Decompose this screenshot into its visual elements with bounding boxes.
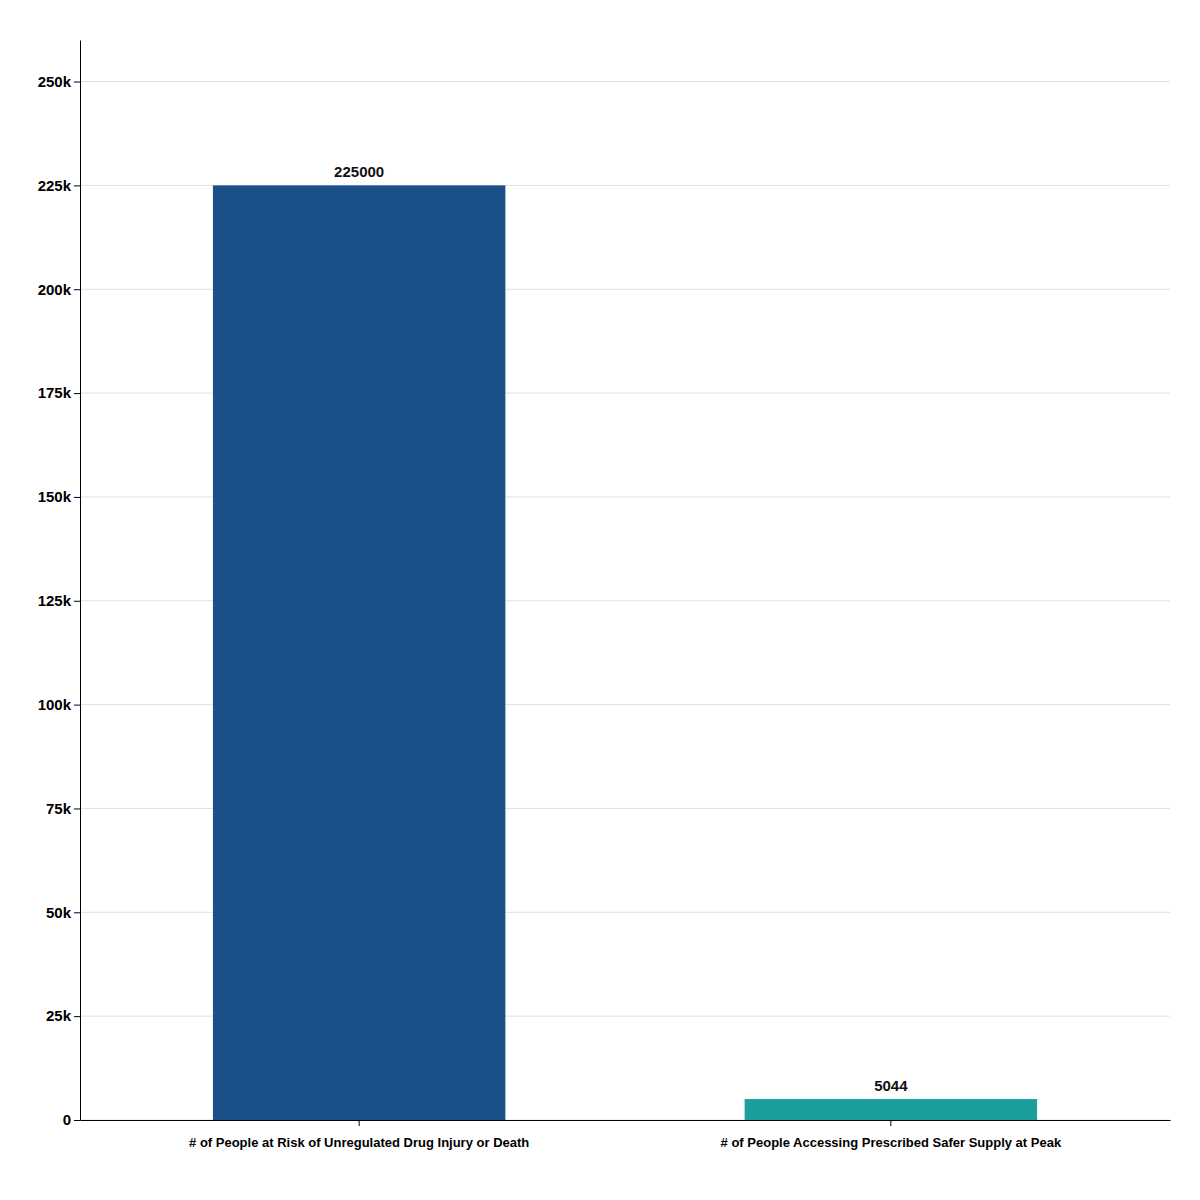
y-tick-mark: [74, 82, 80, 83]
x-tick-mark: [890, 1120, 891, 1126]
y-tick: 25k: [46, 1007, 80, 1024]
y-tick-label: 225k: [38, 177, 72, 194]
y-tick: 200k: [38, 281, 80, 298]
x-axis-line: [81, 1120, 1171, 1121]
y-axis: 0 25k 50k 75k 100k 125k 150k 175k 200k 225k 250k: [38, 41, 81, 1129]
y-tick-label: 75k: [46, 800, 72, 817]
bars: [213, 185, 1037, 1120]
y-tick: 50k: [46, 904, 80, 921]
bar: [213, 185, 505, 1120]
data-labels: 225000 5044: [334, 163, 908, 1094]
x-axis: # of People at Risk of Unregulated Drug …: [81, 1120, 1171, 1150]
x-tick-label: # of People Accessing Prescribed Safer S…: [721, 1135, 1062, 1150]
y-tick-label: 175k: [38, 384, 72, 401]
y-tick: 75k: [46, 800, 80, 817]
y-tick: 150k: [38, 488, 80, 505]
grid-line: [80, 81, 1170, 82]
y-tick-label: 50k: [46, 904, 72, 921]
y-axis-line: [80, 41, 81, 1121]
y-tick: 100k: [38, 696, 80, 713]
y-tick: 0: [63, 1111, 80, 1128]
data-label: 225000: [334, 163, 384, 180]
y-tick-label: 0: [63, 1111, 71, 1128]
y-tick: 250k: [38, 73, 80, 90]
x-tick-label: # of People at Risk of Unregulated Drug …: [189, 1135, 529, 1150]
y-tick-mark: [74, 601, 80, 602]
y-tick-mark: [74, 705, 80, 706]
y-tick-mark: [74, 1016, 80, 1017]
x-tick-mark: [359, 1120, 360, 1126]
y-tick-mark: [74, 289, 80, 290]
y-tick-mark: [74, 393, 80, 394]
data-label: 5044: [874, 1077, 908, 1094]
bar: [745, 1099, 1037, 1120]
y-tick-label: 250k: [38, 73, 72, 90]
x-tick: # of People Accessing Prescribed Safer S…: [721, 1120, 1062, 1150]
y-tick-mark: [74, 185, 80, 186]
x-tick: # of People at Risk of Unregulated Drug …: [189, 1120, 529, 1150]
y-tick-label: 100k: [38, 696, 72, 713]
y-tick-label: 200k: [38, 281, 72, 298]
y-tick: 125k: [38, 592, 80, 609]
y-tick-mark: [74, 1120, 80, 1121]
y-tick-label: 25k: [46, 1007, 72, 1024]
y-tick: 225k: [38, 177, 80, 194]
y-tick-label: 150k: [38, 488, 72, 505]
y-tick: 175k: [38, 384, 80, 401]
chart: 0 25k 50k 75k 100k 125k 150k 175k 200k 225k 250k # …: [0, 0, 1200, 1200]
plot: 0 25k 50k 75k 100k 125k 150k 175k 200k 225k 250k # …: [38, 41, 1171, 1151]
grid: [80, 82, 1170, 1120]
y-tick-mark: [74, 497, 80, 498]
y-tick-mark: [74, 808, 80, 809]
y-tick-label: 125k: [38, 592, 72, 609]
y-tick-mark: [74, 912, 80, 913]
